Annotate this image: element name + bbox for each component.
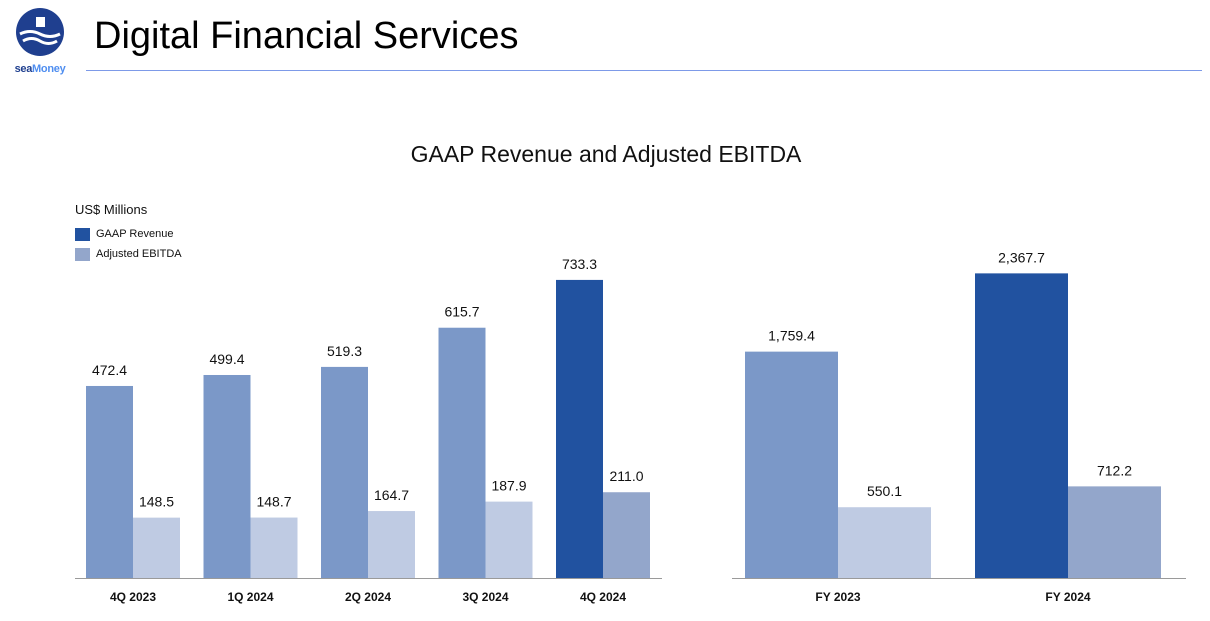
chart1-bar-revenue-2q-2024 xyxy=(321,366,368,578)
seamoney-logo-icon xyxy=(16,8,64,56)
page-title: Digital Financial Services xyxy=(94,15,519,57)
chart1-data-label-ebitda-4q-2024: 211.0 xyxy=(610,468,644,484)
chart1-x-tick-label: 4Q 2023 xyxy=(110,590,156,604)
chart1-bar-revenue-4q-2024 xyxy=(556,279,603,578)
legend-item-ebitda: Adjusted EBITDA xyxy=(75,244,182,264)
chart1-bar-revenue-3q-2024 xyxy=(438,327,486,578)
logo-word-sea: sea xyxy=(14,63,33,75)
legend-swatch-revenue xyxy=(75,227,90,241)
y-unit-label: US$ Millions xyxy=(75,202,148,217)
chart2-data-label-ebitda-fy-2023: 550.1 xyxy=(867,483,902,499)
chart1-data-label-revenue-2q-2024: 519.3 xyxy=(327,343,362,359)
chart2-data-label-revenue-fy-2024: 2,367.7 xyxy=(998,249,1045,265)
chart2-bar-revenue-fy-2024 xyxy=(975,273,1068,578)
chart1-x-tick-label: 4Q 2024 xyxy=(580,590,626,604)
chart1-data-label-ebitda-3q-2024: 187.9 xyxy=(491,478,526,494)
chart2-bar-ebitda-fy-2024 xyxy=(1068,486,1161,578)
logo-wordmark: seaMoney xyxy=(4,63,76,75)
chart-legend: GAAP Revenue Adjusted EBITDA xyxy=(75,224,182,264)
chart1-data-label-ebitda-4q-2023: 148.5 xyxy=(139,494,174,510)
chart1-x-tick-label: 3Q 2024 xyxy=(462,590,508,604)
chart-title: GAAP Revenue and Adjusted EBITDA xyxy=(410,141,802,167)
chart1-bar-revenue-4q-2023 xyxy=(86,385,133,578)
chart1-data-label-revenue-3q-2024: 615.7 xyxy=(444,304,479,320)
legend-label-revenue: GAAP Revenue xyxy=(96,228,174,240)
chart2-bar-ebitda-fy-2023 xyxy=(838,507,931,578)
chart1-x-tick-label: 1Q 2024 xyxy=(227,590,273,604)
seamoney-logo: seaMoney xyxy=(4,8,76,78)
chart1-bar-ebitda-2q-2024 xyxy=(368,511,415,578)
chart1-data-label-revenue-4q-2023: 472.4 xyxy=(92,362,127,378)
logo-word-money: Money xyxy=(32,63,66,75)
legend-item-revenue: GAAP Revenue xyxy=(75,224,182,244)
chart1-bar-ebitda-4q-2024 xyxy=(603,492,650,578)
chart1-data-label-revenue-4q-2024: 733.3 xyxy=(562,256,597,272)
chart2-x-tick-label: FY 2023 xyxy=(815,590,860,604)
chart1-bar-ebitda-3q-2024 xyxy=(485,501,533,578)
chart1-bar-ebitda-4q-2023 xyxy=(133,517,180,578)
chart1-data-label-ebitda-1q-2024: 148.7 xyxy=(256,494,291,510)
chart1-bar-ebitda-1q-2024 xyxy=(250,517,298,578)
chart1-data-label-revenue-1q-2024: 499.4 xyxy=(209,351,244,367)
chart1-bar-revenue-1q-2024 xyxy=(203,374,251,578)
chart1-x-tick-label: 2Q 2024 xyxy=(345,590,391,604)
chart1-data-label-ebitda-2q-2024: 164.7 xyxy=(374,487,409,503)
chart2-data-label-ebitda-fy-2024: 712.2 xyxy=(1097,462,1132,478)
legend-swatch-ebitda xyxy=(75,247,90,261)
legend-label-ebitda: Adjusted EBITDA xyxy=(96,248,182,260)
title-divider xyxy=(86,70,1202,71)
chart2-x-tick-label: FY 2024 xyxy=(1045,590,1090,604)
chart2-data-label-revenue-fy-2023: 1,759.4 xyxy=(768,328,815,344)
chart2-bar-revenue-fy-2023 xyxy=(745,351,838,578)
